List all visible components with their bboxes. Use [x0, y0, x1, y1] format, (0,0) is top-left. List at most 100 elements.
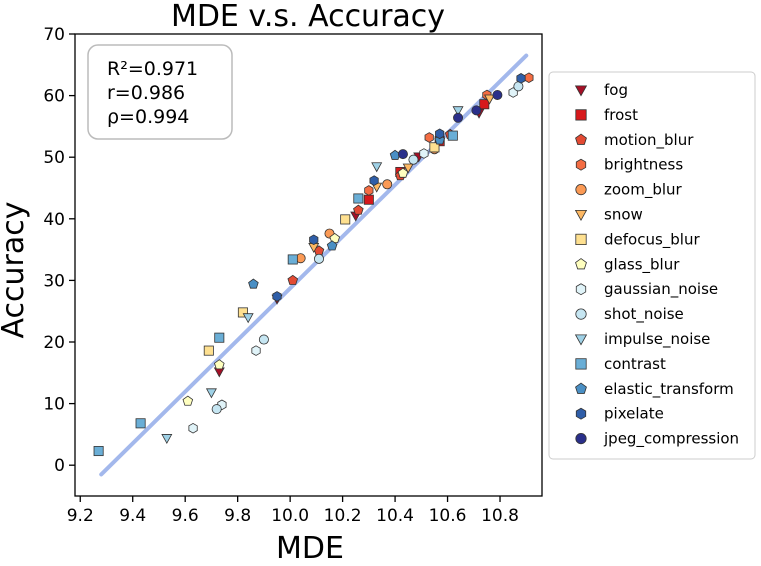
legend-item-fog: fog [574, 81, 628, 99]
data-point-impulse-noise [242, 313, 254, 324]
legend-label-pixelate: pixelate [604, 405, 664, 423]
y-tick-label: 60 [43, 87, 65, 107]
y-tick-label: 10 [43, 395, 65, 415]
x-tick-label: 9.6 [172, 506, 199, 526]
data-point-gaussian-noise [188, 422, 198, 434]
legend-item-glass-blur: glass_blur [575, 255, 680, 274]
data-point-frost [479, 99, 490, 110]
legend-label-brightness: brightness [604, 156, 683, 174]
data-point-snow [484, 94, 496, 105]
y-tick-label: 0 [54, 456, 65, 476]
data-point-pixelate [369, 175, 379, 186]
y-tick-label: 20 [43, 333, 65, 353]
stats-box: R²=0.971 r=0.986 ρ=0.994 [87, 44, 233, 140]
data-point-impulse-noise [161, 434, 173, 444]
data-point-shot-noise [211, 404, 222, 415]
x-tick-label: 10.2 [324, 506, 362, 526]
legend-label-frost: frost [604, 106, 638, 124]
data-point-gaussian-noise [419, 148, 429, 159]
data-point-brightness [524, 72, 534, 84]
legend-item-gaussian-noise: gaussian_noise [575, 280, 718, 299]
data-point-defocus-blur [429, 142, 440, 153]
legend-marker-frost [575, 109, 587, 121]
legend-marker-gaussian-noise [575, 283, 587, 296]
data-point-motion-blur [353, 204, 364, 215]
x-tick-label: 9.4 [119, 506, 146, 526]
legend-item-shot-noise: shot_noise [575, 305, 684, 324]
data-point-contrast [287, 254, 298, 265]
legend-label-motion-blur: motion_blur [604, 131, 694, 150]
legend-marker-snow [574, 209, 588, 222]
data-point-elastic-transform [326, 240, 338, 251]
y-tick-label: 40 [43, 210, 65, 230]
legend-item-elastic-transform: elastic_transform [575, 380, 734, 399]
legend-label-gaussian-noise: gaussian_noise [604, 280, 718, 299]
x-tick-label: 9.2 [67, 506, 94, 526]
data-point-defocus-blur [203, 345, 214, 356]
legend-item-frost: frost [575, 106, 638, 124]
data-point-contrast [93, 446, 104, 457]
legend-label-jpeg-compression: jpeg_compression [603, 430, 739, 449]
x-tick-label: 9.8 [224, 506, 251, 526]
data-point-impulse-noise [452, 106, 464, 117]
axis-ticks: 9.2 9.4 9.6 9.8 10.0 10.2 10.4 10.6 10.8 0 10 20 30 4… [43, 25, 519, 526]
legend-item-contrast: contrast [575, 355, 666, 373]
data-point-jpeg-compression [492, 89, 503, 100]
stat-r-squared: R²=0.971 [107, 58, 198, 80]
legend-item-defocus-blur: defocus_blur [575, 230, 700, 249]
legend-label-impulse-noise: impulse_noise [604, 330, 710, 349]
data-point-pixelate [435, 128, 445, 140]
data-point-shot-noise [408, 154, 419, 165]
data-point-brightness [424, 132, 434, 143]
legend-item-zoom-blur: zoom_blur [575, 181, 683, 200]
legend-marker-elastic-transform [575, 382, 587, 394]
y-tick-label: 30 [43, 271, 65, 291]
fit-line-layer [99, 53, 529, 477]
legend-frame [548, 71, 756, 460]
data-point-zoom-blur [382, 179, 393, 190]
data-point-frost [363, 194, 374, 205]
data-point-glass-blur [214, 359, 225, 370]
legend-item-snow: snow [574, 206, 643, 224]
legend-label-defocus-blur: defocus_blur [604, 230, 700, 249]
legend-label-zoom-blur: zoom_blur [604, 181, 683, 200]
data-point-contrast [135, 418, 146, 429]
data-point-defocus-blur [340, 214, 351, 225]
data-point-contrast [214, 332, 225, 343]
data-point-impulse-noise [205, 388, 217, 399]
data-points [93, 72, 534, 457]
data-point-motion-blur [287, 274, 299, 285]
legend-marker-jpeg-compression [575, 432, 587, 445]
x-tick-label: 10.4 [376, 506, 414, 526]
data-point-contrast [447, 130, 458, 141]
legend-marker-contrast [575, 358, 587, 370]
legend-marker-shot-noise [575, 308, 587, 320]
data-point-impulse-noise [371, 162, 383, 173]
data-point-glass-blur [182, 395, 194, 406]
legend-item-jpeg-compression: jpeg_compression [575, 430, 739, 449]
legend-marker-fog [574, 85, 588, 97]
legend-label-glass-blur: glass_blur [604, 255, 680, 274]
stat-pearson-r: r=0.986 [107, 82, 185, 104]
y-axis-title: Accuracy [0, 202, 31, 339]
legend-label-fog: fog [604, 81, 628, 99]
data-point-pixelate [309, 234, 319, 246]
legend-item-pixelate: pixelate [575, 405, 664, 423]
legend-label-contrast: contrast [604, 355, 666, 373]
stat-spearman-rho: ρ=0.994 [107, 106, 189, 128]
chart-title: MDE v.s. Accuracy [171, 0, 445, 34]
legend-marker-defocus-blur [575, 233, 587, 245]
data-point-glass-blur [397, 167, 409, 178]
x-tick-label: 10.0 [271, 506, 309, 526]
data-point-jpeg-compression [397, 149, 408, 160]
legend-label-elastic-transform: elastic_transform [604, 380, 734, 399]
stats-box-frame [87, 44, 233, 140]
x-axis-title: MDE [276, 531, 344, 566]
data-point-contrast [353, 193, 364, 204]
x-tick-label: 10.8 [481, 506, 519, 526]
legend-item-impulse-noise: impulse_noise [574, 330, 710, 349]
plot-frame [74, 33, 543, 497]
legend-item-motion-blur: motion_blur [575, 131, 694, 150]
data-point-snow [402, 163, 414, 174]
